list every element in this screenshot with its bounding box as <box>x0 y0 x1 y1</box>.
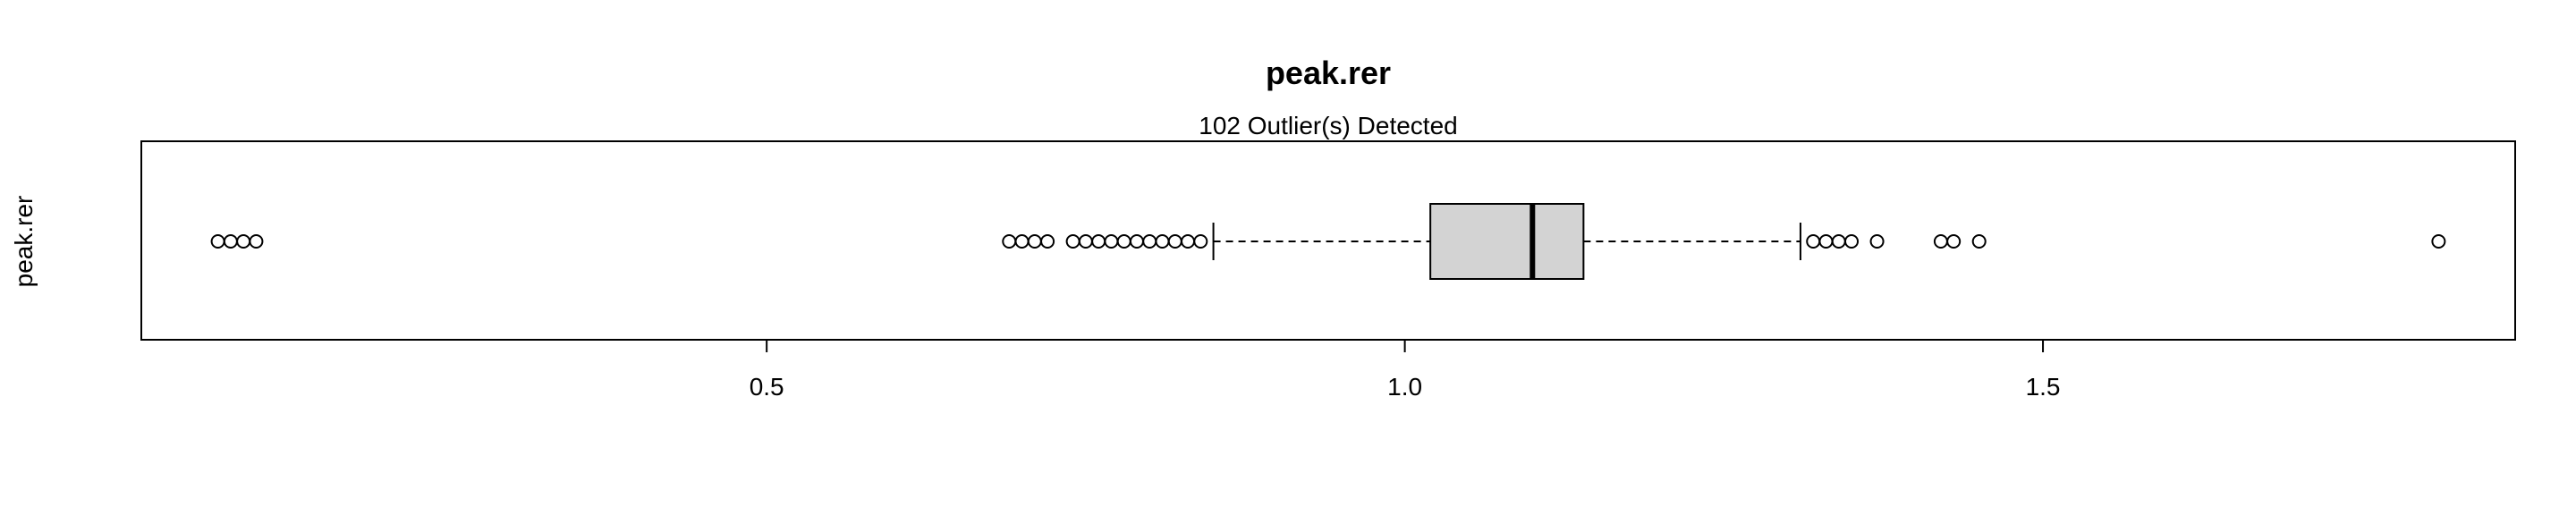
outlier-point <box>1181 234 1196 249</box>
outlier-point <box>1040 234 1055 249</box>
outlier-point <box>1971 234 1987 249</box>
outlier-point <box>1104 234 1119 249</box>
outlier-point <box>1091 234 1106 249</box>
chart-subtitle: 102 Outlier(s) Detected <box>1199 112 1457 139</box>
outlier-point <box>1844 234 1860 249</box>
outlier-point <box>223 234 238 249</box>
outlier-point <box>1946 234 1962 249</box>
outlier-point <box>1002 234 1017 249</box>
outlier-point <box>1129 234 1144 249</box>
outlier-point <box>1167 234 1182 249</box>
x-tick-label: 1.0 <box>1387 373 1422 401</box>
outlier-point <box>210 234 225 249</box>
outlier-point <box>1155 234 1170 249</box>
iqr-box <box>1429 203 1585 280</box>
y-axis-label: peak.rer <box>10 196 38 288</box>
outlier-point <box>2431 234 2446 249</box>
outlier-point <box>1831 234 1846 249</box>
outlier-point <box>1869 234 1885 249</box>
outlier-point <box>1818 234 1834 249</box>
outlier-point <box>1806 234 1821 249</box>
outlier-point <box>1027 234 1042 249</box>
outlier-point <box>1065 234 1080 249</box>
plot-frame <box>140 140 2516 341</box>
outlier-point <box>1116 234 1131 249</box>
x-tick-label: 1.5 <box>2026 373 2061 401</box>
outlier-point <box>236 234 251 249</box>
outlier-point <box>1933 234 1948 249</box>
x-tick-label: 0.5 <box>750 373 784 401</box>
outlier-point <box>249 234 264 249</box>
outlier-point <box>1014 234 1030 249</box>
chart-title: peak.rer <box>1266 55 1391 91</box>
outlier-point <box>1142 234 1157 249</box>
outlier-point <box>1078 234 1093 249</box>
outlier-point <box>1193 234 1208 249</box>
